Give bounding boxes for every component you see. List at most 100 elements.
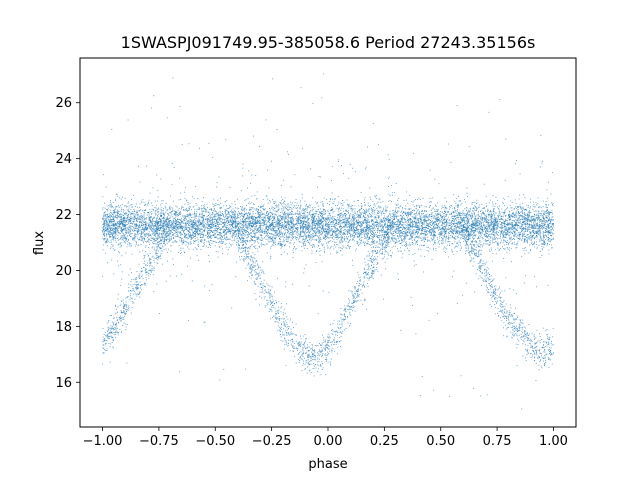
data-point <box>525 227 527 229</box>
data-point <box>431 239 433 241</box>
data-point <box>327 241 329 243</box>
data-point <box>404 227 406 229</box>
data-point <box>480 241 482 243</box>
data-point <box>129 229 131 231</box>
data-point <box>512 223 513 225</box>
data-point <box>144 246 146 248</box>
data-point <box>329 233 331 235</box>
data-point <box>440 231 442 233</box>
data-point <box>347 207 349 209</box>
data-point <box>401 221 403 223</box>
data-point <box>227 232 229 234</box>
data-point <box>523 217 525 219</box>
data-point <box>133 219 135 221</box>
data-point <box>412 231 414 233</box>
data-point <box>275 224 277 226</box>
data-point <box>433 227 435 229</box>
data-point <box>271 206 273 208</box>
data-point <box>136 212 138 214</box>
data-point <box>234 219 236 220</box>
data-point <box>456 216 458 218</box>
data-point <box>530 226 532 228</box>
data-point <box>140 221 142 223</box>
data-point <box>545 228 547 230</box>
data-point <box>186 200 188 202</box>
data-point <box>514 231 516 233</box>
data-point <box>259 222 261 224</box>
data-point <box>351 216 353 218</box>
data-point <box>251 226 252 227</box>
data-point <box>407 247 408 249</box>
data-point <box>541 207 543 209</box>
data-point <box>152 218 154 220</box>
data-point <box>214 214 216 216</box>
data-point <box>418 218 420 219</box>
data-point <box>474 235 476 237</box>
data-point <box>474 229 476 231</box>
data-point <box>361 240 362 242</box>
data-point <box>471 214 473 216</box>
data-point <box>364 238 366 240</box>
data-point <box>260 222 262 224</box>
data-point <box>390 229 392 231</box>
data-point <box>480 235 482 237</box>
data-point <box>333 220 335 221</box>
data-point <box>225 239 227 241</box>
data-point <box>315 225 316 227</box>
data-point <box>420 248 422 250</box>
data-point <box>203 221 205 223</box>
data-point <box>200 213 202 215</box>
data-point <box>467 227 469 229</box>
data-point <box>468 222 470 224</box>
data-point <box>287 239 289 241</box>
data-point <box>293 223 295 225</box>
data-point <box>125 205 127 207</box>
data-point <box>305 232 307 234</box>
data-point <box>279 242 281 244</box>
data-point <box>224 233 226 235</box>
data-point <box>300 204 302 206</box>
data-point <box>167 209 169 211</box>
data-point <box>113 224 115 226</box>
data-point <box>339 247 341 249</box>
data-point <box>213 223 215 225</box>
data-point <box>545 203 547 205</box>
data-point <box>449 240 451 242</box>
data-point <box>104 202 105 204</box>
data-point <box>150 217 152 219</box>
data-point <box>516 233 518 235</box>
data-point <box>276 224 278 226</box>
data-point <box>314 235 316 237</box>
data-point <box>387 224 389 226</box>
data-point <box>316 202 318 204</box>
data-point <box>295 207 297 209</box>
data-point <box>271 238 273 240</box>
data-point <box>136 211 137 213</box>
data-point <box>495 253 497 255</box>
data-point <box>501 216 502 217</box>
data-point <box>271 208 273 210</box>
data-point <box>519 222 521 224</box>
data-point <box>365 217 367 218</box>
data-point <box>360 203 362 204</box>
data-point <box>310 220 312 222</box>
data-point <box>334 241 336 243</box>
data-point <box>408 221 409 223</box>
data-point <box>414 231 416 233</box>
data-point <box>468 215 470 217</box>
data-point <box>338 227 340 228</box>
data-point <box>250 209 252 211</box>
data-point <box>552 233 554 235</box>
data-point <box>456 250 458 252</box>
data-point <box>425 231 427 233</box>
data-point <box>512 226 514 228</box>
data-point <box>176 211 178 213</box>
data-point <box>457 206 459 208</box>
data-point <box>359 242 361 244</box>
data-point <box>229 232 231 234</box>
data-point <box>292 221 294 223</box>
data-point <box>234 214 236 216</box>
data-point <box>126 212 128 214</box>
data-point <box>193 232 194 233</box>
data-point <box>376 198 378 200</box>
